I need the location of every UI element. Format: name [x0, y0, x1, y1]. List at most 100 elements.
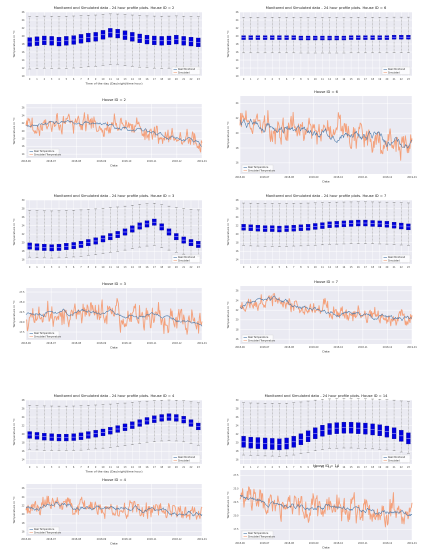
x-tick-label: 14 [131, 78, 134, 81]
x-tick-label: 2018-12 [172, 342, 182, 345]
y-tick-label: 18 [22, 441, 25, 444]
x-tick-label: 22 [190, 466, 193, 469]
x-tick-label: 5 [66, 266, 68, 269]
x-tick-label: 0 [29, 466, 31, 469]
y-tick-label: 16 [22, 145, 25, 148]
y-tick-label: 20 [236, 319, 239, 322]
x-tick-label: 18 [160, 466, 163, 469]
x-tick-label: 9 [95, 466, 97, 469]
y-tick-label: 18 [236, 450, 239, 453]
y-tick-label: 18 [22, 250, 25, 253]
y-tick-label: 26 [22, 407, 25, 410]
legend-label: Simulated [388, 71, 400, 74]
y-tick-label: 18 [22, 522, 25, 525]
x-tick-label: 2 [44, 78, 46, 81]
x-tick-label: 11 [109, 266, 112, 269]
legend-box [27, 526, 60, 535]
y-axis-label: Temperature in °C [226, 301, 230, 329]
y-tick-label: 24 [22, 224, 25, 227]
y-tick-label: 26 [236, 11, 239, 14]
y-tick-label: 24 [22, 416, 25, 419]
x-tick-label: 18 [160, 266, 163, 269]
panel-ts14: House ID = 14 17.5 20.0 22.5 25.0 27.5 Tempera… [226, 464, 417, 550]
x-tick-label: 2018-06 [235, 176, 245, 179]
x-tick-label: 2019-01 [197, 342, 207, 345]
x-tick-label: 2 [44, 466, 46, 469]
legend-label: Simulated Temperature [34, 153, 61, 156]
y-tick-label: 24 [22, 496, 25, 499]
x-tick-label: 2018-09 [309, 346, 319, 349]
x-tick-label: 9 [95, 78, 97, 81]
x-tick-label: 17 [153, 266, 156, 269]
x-tick-label: 21 [393, 78, 396, 81]
x-tick-label: 2018-08 [284, 542, 294, 545]
x-tick-label: 10 [102, 78, 105, 81]
x-tick-label: 8 [88, 266, 90, 269]
x-tick-label: 2018-11 [147, 538, 157, 541]
y-tick-label: 25.0 [19, 301, 25, 304]
legend-box [171, 66, 201, 75]
x-tick-label: 2 [257, 78, 259, 81]
chart-title: Monitored and Simulated data - 24 hour p… [266, 6, 387, 10]
x-tick-label: 15 [138, 78, 141, 81]
x-tick-label: 21 [182, 266, 185, 269]
legend-label: Simulated [178, 259, 190, 262]
x-tick-label: 10 [314, 78, 317, 81]
legend-label: Simulated Temperature [248, 169, 275, 172]
x-tick-label: 2018-12 [383, 346, 393, 349]
legend-label: Real Monitored [388, 456, 406, 459]
x-tick-label: 20 [385, 266, 388, 269]
x-tick-label: 20 [385, 466, 388, 469]
x-tick-label: 2018-11 [147, 160, 157, 163]
x-tick-label: 17 [153, 78, 156, 81]
x-tick-label: 20 [385, 78, 388, 81]
x-axis-label: Date [322, 546, 329, 550]
y-tick-label: 22 [22, 122, 25, 125]
x-tick-label: 1 [36, 266, 38, 269]
x-tick-label: 13 [335, 466, 338, 469]
legend-label: Real Temperature [34, 528, 55, 531]
y-tick-label: 20 [236, 132, 239, 135]
x-axis-label: Date [322, 350, 329, 354]
x-tick-label: 10 [102, 266, 105, 269]
x-tick-label: 0 [29, 78, 31, 81]
x-tick-label: 2018-09 [309, 542, 319, 545]
x-tick-label: 6 [286, 266, 288, 269]
x-tick-label: 4 [58, 466, 60, 469]
y-tick-label: 16 [236, 250, 239, 253]
x-tick-label: 22 [190, 78, 193, 81]
x-tick-label: 2018-09 [309, 176, 319, 179]
x-tick-label: 3 [264, 266, 266, 269]
x-axis-label: Date [110, 542, 117, 546]
y-axis-label: Temperature in °C [226, 121, 230, 149]
x-tick-label: 14 [342, 78, 345, 81]
legend-label: Simulated [178, 459, 190, 462]
x-tick-label: 2018-12 [383, 176, 393, 179]
y-tick-label: 20.0 [19, 321, 25, 324]
y-tick-label: 26 [236, 207, 239, 210]
x-tick-label: 2018-10 [122, 160, 132, 163]
x-tick-label: 13 [335, 78, 338, 81]
series-simulated-line [239, 486, 413, 528]
legend-box [241, 530, 274, 539]
x-axis-label: Time of the day (Day/night/time hour) [84, 470, 142, 474]
series-simulated-line [25, 112, 203, 153]
x-tick-label: 8 [300, 266, 302, 269]
legend-label: Simulated [388, 259, 400, 262]
x-tick-label: 2018-06 [21, 538, 31, 541]
x-tick-label: 2018-06 [21, 342, 31, 345]
legend-label: Simulated Temperature [248, 535, 275, 538]
x-tick-label: 14 [342, 266, 345, 269]
series-real-line [239, 494, 413, 517]
chart-title: House ID = 4 [102, 478, 127, 482]
legend-label: Real Monitored [388, 256, 406, 259]
x-tick-label: 12 [116, 78, 119, 81]
y-tick-label: 18 [22, 138, 25, 141]
x-tick-label: 8 [88, 466, 90, 469]
y-tick-label: 26 [236, 416, 239, 419]
y-tick-label: 20 [236, 35, 239, 38]
x-tick-label: 23 [407, 266, 410, 269]
x-tick-label: 12 [116, 466, 119, 469]
x-tick-label: 17 [364, 466, 367, 469]
x-tick-label: 2019-01 [407, 346, 417, 349]
